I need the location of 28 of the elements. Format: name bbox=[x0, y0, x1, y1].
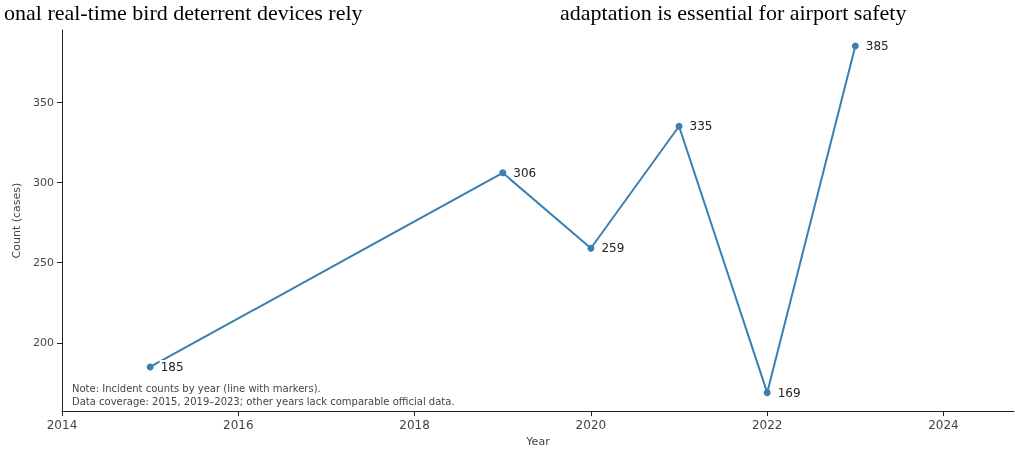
data-label: 169 bbox=[777, 385, 801, 400]
point bbox=[499, 169, 507, 177]
y-axis-title: Count (cases) bbox=[10, 182, 24, 259]
data-label: 385 bbox=[865, 39, 889, 54]
data-label: 259 bbox=[601, 241, 625, 256]
x-axis-title: Year bbox=[525, 435, 551, 448]
text: onal real-time bird deterrent devices rely bbox=[4, 0, 363, 26]
y-tick-label: 200 bbox=[33, 336, 54, 350]
x-tick-label: 2024 bbox=[928, 418, 959, 433]
x-tick-label: 2016 bbox=[223, 418, 254, 433]
annotation: Data coverage: 2015, 2019–2023; other years lack comparable official data. bbox=[72, 396, 455, 407]
y-tick-label: 300 bbox=[33, 175, 54, 189]
data-label: 185 bbox=[160, 359, 184, 374]
point bbox=[146, 363, 154, 371]
x-tick-label: 2020 bbox=[575, 418, 607, 433]
point bbox=[587, 244, 595, 252]
point bbox=[675, 122, 683, 130]
x-tick-label: 2018 bbox=[399, 418, 430, 433]
data-label: 335 bbox=[689, 119, 713, 134]
x-tick-label: 2014 bbox=[46, 418, 78, 433]
y-tick-label: 350 bbox=[33, 95, 54, 109]
y-tick-label: 250 bbox=[33, 256, 54, 270]
point bbox=[851, 42, 859, 50]
x-tick-label: 2022 bbox=[751, 418, 783, 433]
point bbox=[763, 389, 771, 397]
text: adaptation is essential for airport safety bbox=[560, 0, 907, 26]
data-label: 306 bbox=[513, 165, 537, 180]
annotation: Note: Incident counts by year (line with markers). bbox=[72, 383, 321, 394]
